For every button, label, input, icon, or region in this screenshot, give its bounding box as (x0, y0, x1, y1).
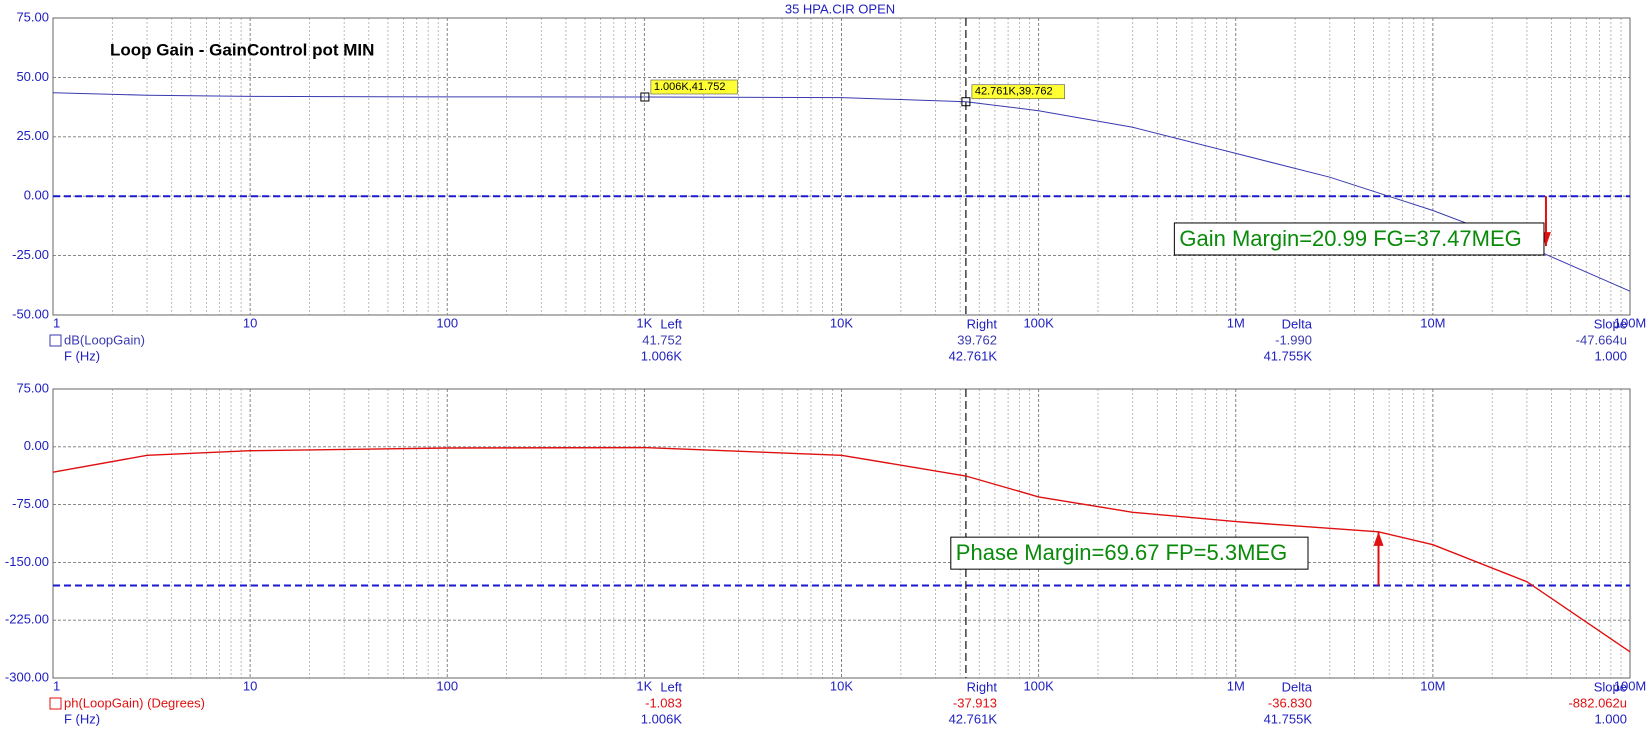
annotation-box (950, 536, 1309, 570)
readout-header: Left (660, 316, 682, 331)
x-tick-label: 100M (1614, 315, 1647, 330)
readout-value: -37.913 (953, 695, 997, 710)
y-tick-label: -50.00 (12, 306, 49, 321)
annotation: Phase Margin=69.67 FP=5.3MEG (956, 540, 1287, 565)
series-line (52, 92, 1631, 292)
legend-swatch (49, 334, 62, 347)
readout-label: F (Hz) (64, 711, 100, 726)
readout-value: 1.000 (1594, 348, 1627, 363)
x-tick-label: 1M (1227, 315, 1245, 330)
readout-header: Right (967, 316, 998, 331)
readout-header: Slope (1594, 316, 1627, 331)
legend-swatch (49, 697, 62, 710)
x-tick-label: 10 (243, 315, 257, 330)
y-tick-label: -75.00 (12, 496, 49, 511)
x-tick-label: 100M (1614, 678, 1647, 693)
x-tick-label: 1 (53, 678, 60, 693)
annotation: Gain Margin=20.99 FG=37.47MEG (1179, 226, 1521, 251)
marker-label: 42.761K,39.762 (975, 86, 1053, 98)
readout-header: Delta (1282, 316, 1313, 331)
x-tick-label: 1M (1227, 678, 1245, 693)
window-title: 35 HPA.CIR OPEN (785, 1, 895, 16)
readout-value: 42.761K (949, 711, 998, 726)
x-tick-label: 1 (53, 315, 60, 330)
legend-label: dB(LoopGain) (64, 332, 145, 347)
chart-title: Loop Gain - GainControl pot MIN (110, 40, 374, 59)
x-tick-label: 1K (636, 678, 652, 693)
x-tick-label: 100K (1023, 678, 1054, 693)
readout-value: 39.762 (957, 332, 997, 347)
arrow-head (1373, 531, 1384, 546)
plot-frame (52, 388, 1631, 679)
readout-value: -36.830 (1268, 695, 1312, 710)
readout-header: Right (967, 679, 998, 694)
readout-header: Slope (1594, 679, 1627, 694)
x-tick-label: 10M (1420, 678, 1445, 693)
readout-value: 41.755K (1264, 348, 1313, 363)
x-tick-label: 10M (1420, 315, 1445, 330)
marker-label-box (971, 84, 1065, 100)
readout-value: 1.000 (1594, 711, 1627, 726)
x-tick-label: 100 (436, 678, 458, 693)
y-tick-label: 75.00 (16, 380, 49, 395)
readout-value: 1.006K (641, 348, 683, 363)
marker-label: 1.006K,41.752 (654, 81, 726, 93)
x-tick-label: 100 (436, 315, 458, 330)
readout-value: -1.990 (1275, 332, 1312, 347)
marker (961, 97, 971, 107)
series-line (52, 446, 1631, 653)
x-tick-label: 1K (636, 315, 652, 330)
legend-label: ph(LoopGain) (Degrees) (64, 695, 205, 710)
y-tick-label: -150.00 (5, 554, 49, 569)
y-tick-label: 0.00 (24, 188, 49, 203)
y-tick-label: -225.00 (5, 612, 49, 627)
readout-header: Delta (1282, 679, 1313, 694)
y-tick-label: 0.00 (24, 438, 49, 453)
x-tick-label: 10 (243, 678, 257, 693)
plot-frame (52, 17, 1631, 316)
annotation-box (1173, 222, 1545, 256)
marker (640, 92, 650, 102)
x-tick-label: 10K (830, 678, 853, 693)
readout-value: -47.664u (1576, 332, 1627, 347)
x-tick-label: 10K (830, 315, 853, 330)
y-tick-label: -300.00 (5, 669, 49, 684)
x-tick-label: 100K (1023, 315, 1054, 330)
readout-value: 41.755K (1264, 711, 1313, 726)
readout-label: F (Hz) (64, 348, 100, 363)
readout-value: -1.083 (645, 695, 682, 710)
y-tick-label: 75.00 (16, 9, 49, 24)
readout-value: 42.761K (949, 348, 998, 363)
y-tick-label: 50.00 (16, 69, 49, 84)
y-tick-label: -25.00 (12, 247, 49, 262)
readout-value: 1.006K (641, 711, 683, 726)
readout-header: Left (660, 679, 682, 694)
y-tick-label: 25.00 (16, 128, 49, 143)
readout-value: -882.062u (1568, 695, 1627, 710)
marker-label-box (650, 79, 738, 95)
readout-value: 41.752 (642, 332, 682, 347)
